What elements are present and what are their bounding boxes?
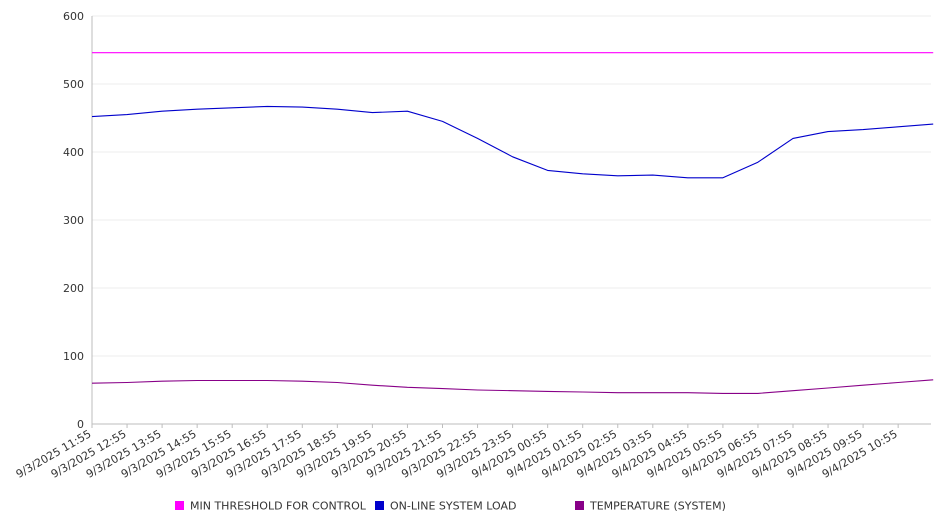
y-tick-label: 200 <box>63 282 84 295</box>
legend-swatch <box>175 501 184 510</box>
x-axis-tick-labels: 9/3/2025 11:559/3/2025 12:559/3/2025 13:… <box>14 427 900 481</box>
y-tick-label: 100 <box>63 350 84 363</box>
legend-label: ON-LINE SYSTEM LOAD <box>390 500 516 513</box>
series-lines <box>91 52 934 394</box>
legend-label: MIN THRESHOLD FOR CONTROL <box>190 500 367 513</box>
legend-swatch <box>375 501 384 510</box>
legend: MIN THRESHOLD FOR CONTROL ON-LINE SYSTEM … <box>175 500 726 513</box>
y-axis-tick-labels: 0 100 200 300 400 500 600 <box>63 10 84 431</box>
y-tick-label: 500 <box>63 78 84 91</box>
gridlines <box>92 15 931 357</box>
series-line-2 <box>91 379 934 394</box>
y-tick-label: 600 <box>63 10 84 23</box>
series-line-1 <box>91 105 934 179</box>
y-tick-label: 300 <box>63 214 84 227</box>
axes <box>91 16 931 428</box>
y-tick-label: 0 <box>77 418 84 431</box>
legend-swatch <box>575 501 584 510</box>
legend-label: TEMPERATURE (SYSTEM) <box>589 500 726 513</box>
y-tick-label: 400 <box>63 146 84 159</box>
